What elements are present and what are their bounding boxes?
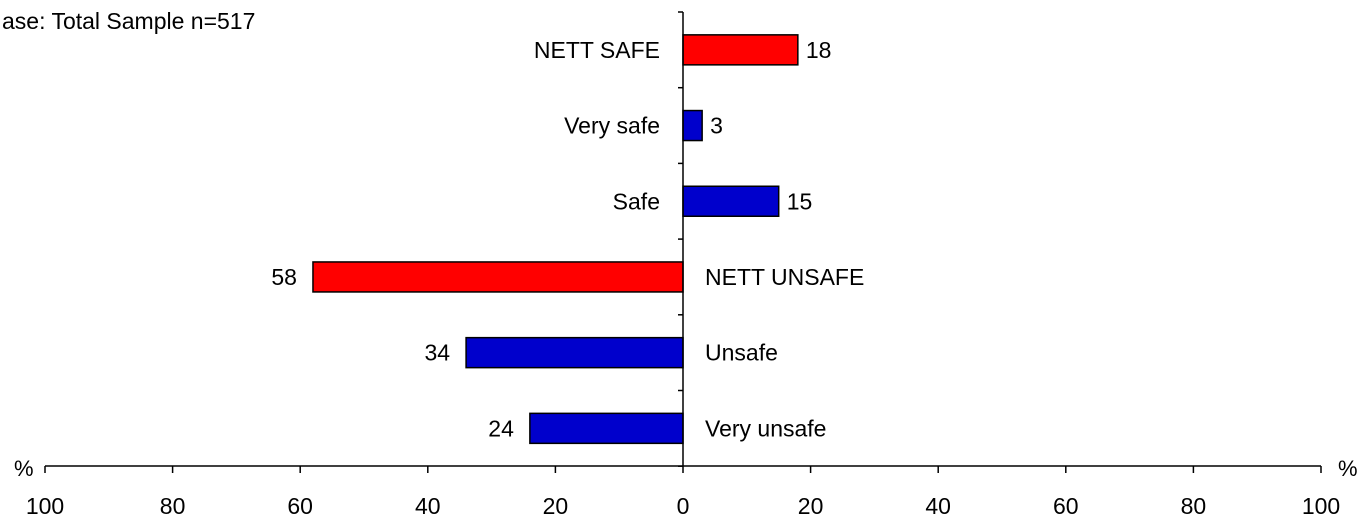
category-label: NETT SAFE: [534, 37, 660, 63]
value-label: 15: [787, 188, 813, 214]
x-tick-label: 80: [1181, 493, 1207, 519]
labels-layer: NETT SAFE 18 Very safe 3 Safe 15 NETT UNSAFE 58…: [271, 37, 864, 442]
x-tick-label: 80: [160, 493, 186, 519]
x-tick-label: 0: [677, 493, 690, 519]
category-label: Unsafe: [705, 340, 778, 366]
bar: [312, 261, 684, 293]
bar: [682, 109, 703, 142]
x-unit-right: %: [1338, 456, 1358, 481]
bars-layer: [312, 34, 799, 445]
value-label: 24: [488, 415, 514, 441]
bar: [682, 34, 799, 66]
x-tick-label: 60: [287, 493, 313, 519]
bar: [465, 336, 684, 369]
x-tick-label: 60: [1053, 493, 1079, 519]
x-tick-label: 40: [925, 493, 951, 519]
category-label: Very unsafe: [705, 415, 826, 441]
category-label: Very safe: [564, 113, 660, 139]
x-unit-left: %: [14, 456, 34, 481]
x-tick-label: 40: [415, 493, 441, 519]
x-tick-label: 20: [798, 493, 824, 519]
bar: [529, 412, 684, 445]
value-label: 34: [424, 340, 450, 366]
category-label: NETT UNSAFE: [705, 264, 864, 290]
x-tick-label: 100: [26, 493, 64, 519]
x-tick-label: 100: [1302, 493, 1340, 519]
value-label: 58: [271, 264, 297, 290]
value-label: 3: [710, 113, 723, 139]
category-label: Safe: [613, 188, 660, 214]
x-axis: 100 80 60 40 20 0 20 40 60 80 100: [26, 11, 1340, 519]
value-label: 18: [806, 37, 832, 63]
x-tick-label: 20: [543, 493, 569, 519]
bar: [682, 185, 780, 217]
base-note: ase: Total Sample n=517: [2, 8, 255, 34]
